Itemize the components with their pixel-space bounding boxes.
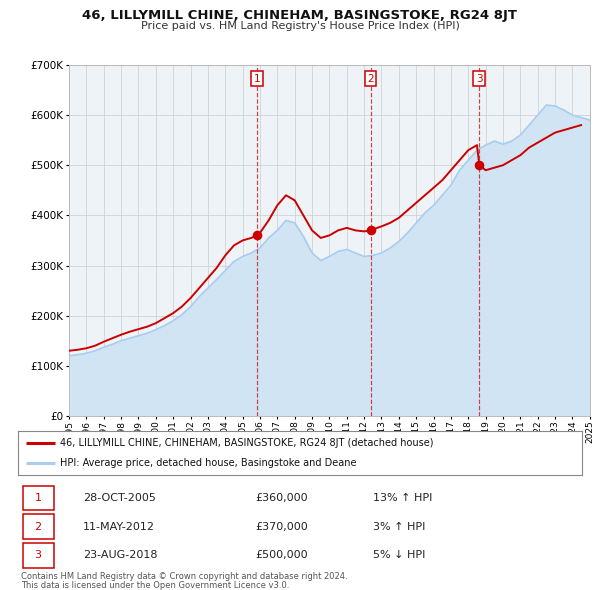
- Text: 46, LILLYMILL CHINE, CHINEHAM, BASINGSTOKE, RG24 8JT (detached house): 46, LILLYMILL CHINE, CHINEHAM, BASINGSTO…: [60, 438, 434, 448]
- Point: [366, 225, 376, 235]
- Text: 3: 3: [476, 74, 483, 84]
- Text: 2: 2: [34, 522, 41, 532]
- Text: 23-AUG-2018: 23-AUG-2018: [83, 550, 157, 560]
- Text: Price paid vs. HM Land Registry's House Price Index (HPI): Price paid vs. HM Land Registry's House …: [140, 21, 460, 31]
- Text: £370,000: £370,000: [255, 522, 308, 532]
- Text: 5% ↓ HPI: 5% ↓ HPI: [373, 550, 425, 560]
- Text: 1: 1: [254, 74, 260, 84]
- Text: £360,000: £360,000: [255, 493, 308, 503]
- Point: [475, 160, 484, 170]
- FancyBboxPatch shape: [23, 486, 53, 510]
- Text: 1: 1: [35, 493, 41, 503]
- Text: Contains HM Land Registry data © Crown copyright and database right 2024.: Contains HM Land Registry data © Crown c…: [21, 572, 347, 581]
- Text: HPI: Average price, detached house, Basingstoke and Deane: HPI: Average price, detached house, Basi…: [60, 458, 357, 468]
- Text: 28-OCT-2005: 28-OCT-2005: [83, 493, 156, 503]
- Text: £500,000: £500,000: [255, 550, 308, 560]
- FancyBboxPatch shape: [23, 514, 53, 539]
- Text: 3% ↑ HPI: 3% ↑ HPI: [373, 522, 425, 532]
- Text: 46, LILLYMILL CHINE, CHINEHAM, BASINGSTOKE, RG24 8JT: 46, LILLYMILL CHINE, CHINEHAM, BASINGSTO…: [83, 9, 517, 22]
- Text: 3: 3: [35, 550, 41, 560]
- Text: 13% ↑ HPI: 13% ↑ HPI: [373, 493, 433, 503]
- Text: This data is licensed under the Open Government Licence v3.0.: This data is licensed under the Open Gov…: [21, 581, 289, 590]
- FancyBboxPatch shape: [23, 543, 53, 568]
- Text: 2: 2: [367, 74, 374, 84]
- Point: [252, 231, 262, 240]
- Text: 11-MAY-2012: 11-MAY-2012: [83, 522, 155, 532]
